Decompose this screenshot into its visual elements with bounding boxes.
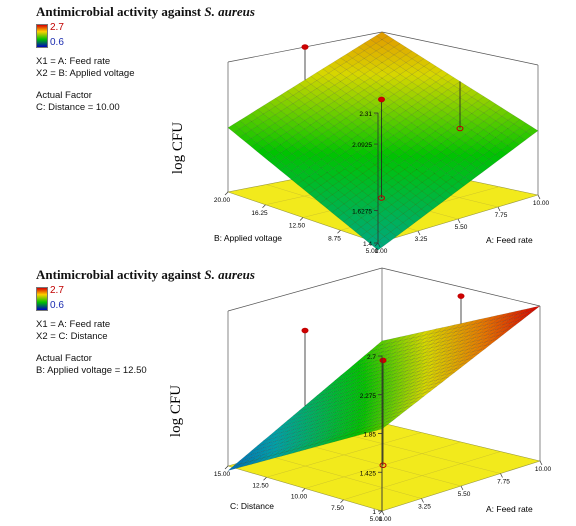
actual-factor-heading: Actual Factor — [36, 90, 92, 101]
design-point — [378, 195, 385, 201]
factor-info: X1 = A: Feed rate X2 = C: Distance Actua… — [36, 319, 147, 377]
y-tick — [262, 204, 266, 208]
y-axis-label: B: Applied voltage — [214, 233, 282, 243]
floor-grid-line — [266, 432, 422, 478]
x-tick — [417, 230, 421, 236]
y-tick — [340, 499, 344, 503]
x-tick-label: 1.00 — [375, 248, 388, 255]
legend-max-label: 2.7 — [50, 22, 64, 33]
title-organism: S. aureus — [204, 4, 255, 19]
title-organism: S. aureus — [204, 267, 255, 282]
z-tick-label: 1.4 — [363, 241, 372, 248]
y-tick-label: 15.00 — [214, 471, 231, 478]
surface-plot-bottom: 1 1.425 1.85 2.275 2.7 log CFU 1.00 3.25 5.50 7.7… — [168, 267, 552, 523]
x-tick-label: 3.25 — [418, 504, 431, 511]
x-tick — [539, 460, 543, 466]
title-text: Antimicrobial activity against — [36, 4, 205, 19]
surface-plot-top: 1.4 1.6275 2.0925 2.31 log CFU 1.00 3.25 5.50 7.… — [170, 31, 550, 255]
x-tick-label: 5.50 — [458, 491, 471, 498]
y-tick — [301, 488, 306, 492]
y-tick — [263, 477, 267, 481]
legend-min-label: 0.6 — [50, 300, 64, 311]
legend-max-label: 2.7 — [50, 285, 64, 296]
factor-x2: X2 = C: Distance — [36, 331, 108, 342]
legend-color-swatch — [36, 24, 48, 48]
y-tick — [374, 242, 379, 247]
design-point — [379, 462, 387, 469]
x-axis-label: A: Feed rate — [486, 504, 533, 514]
factor-info: X1 = A: Feed rate X2 = B: Applied voltag… — [36, 56, 135, 114]
chart-panel-top: Antimicrobial activity against S. aureus… — [36, 4, 550, 255]
factor-x1: X1 = A: Feed rate — [36, 56, 111, 67]
z-axis-label: log CFU — [168, 385, 184, 437]
y-tick-label: 7.50 — [331, 505, 344, 512]
x-tick-label: 10.00 — [535, 466, 552, 473]
title-text: Antimicrobial activity against — [36, 267, 205, 282]
legend-color-swatch — [36, 287, 48, 311]
y-tick — [337, 230, 341, 234]
factor-x1: X1 = A: Feed rate — [36, 319, 111, 330]
axis-box-edge — [227, 267, 383, 312]
chart-title: Antimicrobial activity against S. aureus — [36, 4, 255, 20]
design-point — [301, 44, 309, 50]
y-tick-label: 12.50 — [289, 223, 306, 230]
x-tick — [500, 473, 503, 478]
x-tick — [497, 206, 501, 212]
x-tick-label: 1.00 — [379, 516, 392, 523]
z-tick-label: 2.275 — [360, 393, 377, 400]
z-tick-label: 1.6275 — [352, 209, 372, 216]
y-tick-label: 12.50 — [252, 482, 269, 489]
y-tick-label: 5.00 — [370, 516, 383, 523]
y-axis-label: C: Distance — [230, 501, 274, 511]
x-tick-label: 3.25 — [415, 236, 428, 243]
chart-title: Antimicrobial activity against S. aureus — [36, 267, 255, 283]
y-tick — [224, 465, 229, 470]
y-tick — [224, 191, 229, 196]
x-axis-label: A: Feed rate — [486, 235, 533, 245]
design-point — [456, 125, 464, 132]
y-tick — [299, 217, 304, 221]
x-tick — [457, 218, 461, 224]
axis-box-edge — [381, 267, 541, 307]
z-tick-label: 2.0925 — [352, 142, 372, 149]
x-tick — [381, 510, 385, 516]
response-surface — [227, 31, 539, 251]
factor-x2: X2 = B: Applied voltage — [36, 68, 135, 79]
design-point — [301, 327, 309, 334]
z-tick-label: 2.31 — [359, 111, 372, 118]
z-tick-label: 1 — [372, 509, 376, 516]
z-tick-label: 2.7 — [367, 354, 376, 361]
z-axis-label: log CFU — [170, 122, 186, 174]
x-tick-label: 10.00 — [533, 200, 550, 207]
y-tick-label: 5.00 — [366, 248, 379, 255]
x-tick — [377, 242, 381, 248]
x-tick-label: 5.50 — [455, 224, 468, 231]
y-tick-label: 20.00 — [214, 197, 231, 204]
floor-grid-line — [343, 433, 501, 474]
x-tick-label: 7.75 — [497, 479, 510, 486]
design-point — [378, 96, 385, 103]
axis-box-edge — [381, 31, 539, 66]
legend-min-label: 0.6 — [50, 37, 64, 48]
y-tick-label: 16.25 — [251, 210, 268, 217]
y-tick-label: 10.00 — [291, 494, 308, 501]
x-tick — [537, 194, 541, 200]
y-tick-label: 8.75 — [328, 235, 341, 242]
x-tick — [460, 485, 464, 491]
design-point — [457, 293, 465, 299]
x-tick — [421, 498, 424, 503]
z-tick-label: 1.85 — [363, 432, 376, 439]
x-tick-label: 7.75 — [495, 212, 508, 219]
z-tick-label: 1.425 — [360, 470, 377, 477]
actual-factor-heading: Actual Factor — [36, 353, 92, 364]
response-surface — [227, 305, 541, 471]
y-tick — [378, 510, 383, 515]
design-point — [379, 357, 387, 364]
actual-factor-value: C: Distance = 10.00 — [36, 102, 120, 113]
chart-panel-bottom: Antimicrobial activity against S. aureus… — [0, 263, 576, 526]
actual-factor-value: B: Applied voltage = 12.50 — [36, 365, 147, 376]
